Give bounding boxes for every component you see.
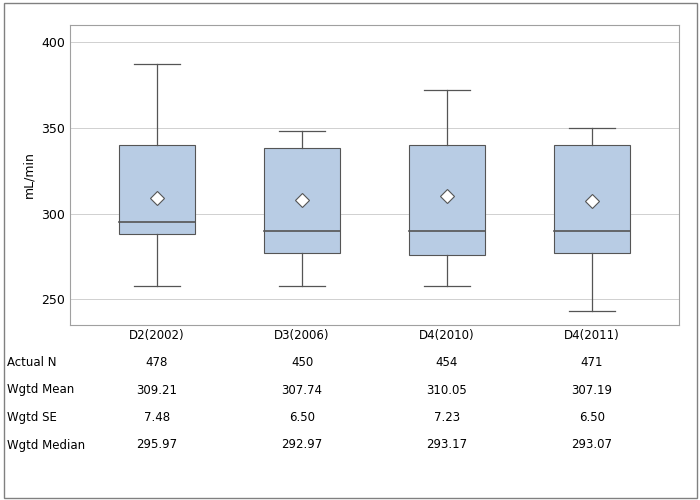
Bar [554,145,630,253]
Text: D4(2011): D4(2011) [564,328,620,342]
Y-axis label: mL/min: mL/min [22,152,36,198]
Text: 6.50: 6.50 [579,411,605,424]
Text: 307.74: 307.74 [281,384,323,396]
Text: 7.48: 7.48 [144,411,170,424]
Text: 450: 450 [291,356,313,369]
Text: 292.97: 292.97 [281,438,323,452]
Bar [119,145,195,234]
Text: 478: 478 [146,356,168,369]
Text: 7.23: 7.23 [434,411,460,424]
Text: 454: 454 [436,356,459,369]
Bar [265,148,340,253]
Text: 293.17: 293.17 [426,438,468,452]
Text: D4(2010): D4(2010) [419,328,475,342]
Text: 307.19: 307.19 [571,384,612,396]
Text: 309.21: 309.21 [136,384,178,396]
Text: D3(2006): D3(2006) [274,328,330,342]
Text: Wgtd Median: Wgtd Median [7,438,85,452]
Text: Wgtd SE: Wgtd SE [7,411,57,424]
Text: 293.07: 293.07 [571,438,612,452]
Text: 6.50: 6.50 [289,411,315,424]
Text: Wgtd Mean: Wgtd Mean [7,384,74,396]
Text: 310.05: 310.05 [426,384,468,396]
Text: Actual N: Actual N [7,356,57,369]
Text: 295.97: 295.97 [136,438,178,452]
Text: 471: 471 [581,356,603,369]
Text: D2(2002): D2(2002) [130,328,185,342]
Bar [410,145,484,254]
